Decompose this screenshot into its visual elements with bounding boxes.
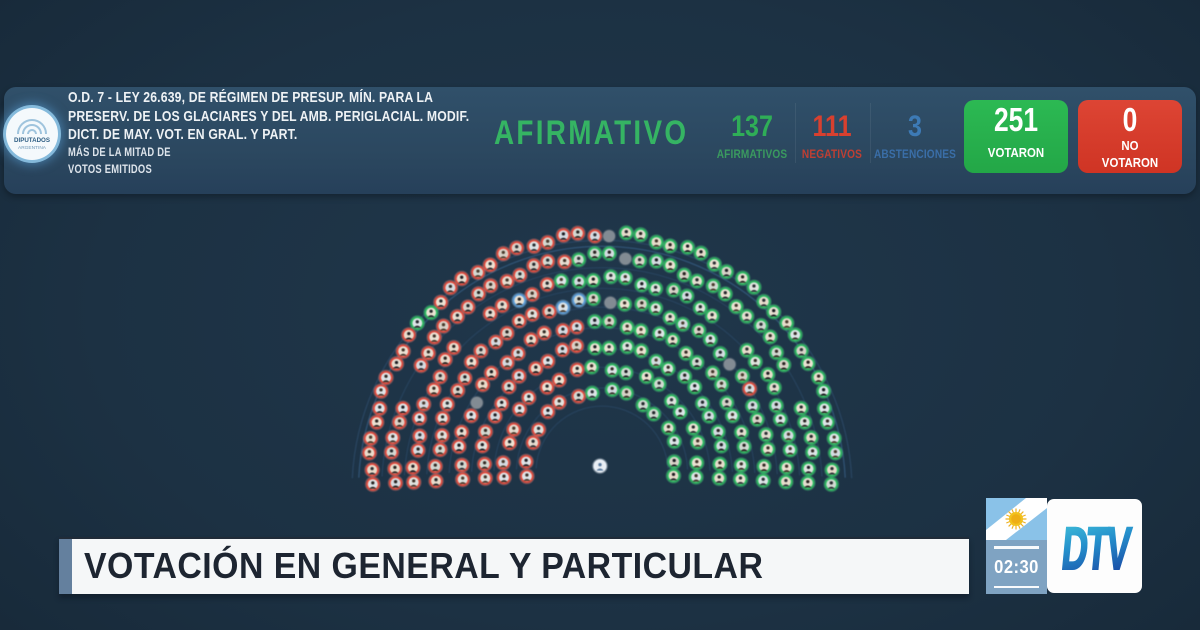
svg-text:DIPUTADOS: DIPUTADOS (14, 137, 50, 144)
svg-text:DTV: DTV (1059, 515, 1134, 583)
svg-text:ARGENTINA: ARGENTINA (18, 145, 47, 151)
